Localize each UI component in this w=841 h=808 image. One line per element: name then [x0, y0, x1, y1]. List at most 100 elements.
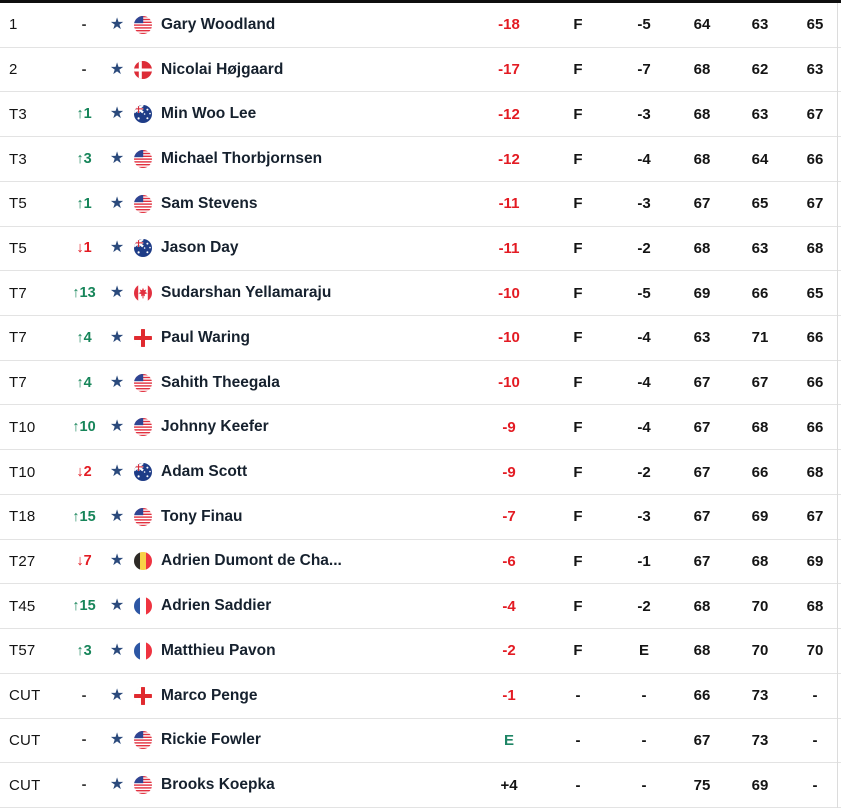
favorite-star-icon[interactable]: ★: [109, 776, 125, 794]
leaderboard-row[interactable]: T3 ↑3 ★ Michael Thorbjornsen -12 F -4 68…: [0, 137, 841, 182]
total-score: -12: [498, 150, 520, 168]
flag-australia-icon: [130, 105, 156, 124]
favorite-star-icon[interactable]: ★: [109, 15, 125, 33]
round1-score: 63: [693, 329, 711, 347]
leaderboard-row[interactable]: T7 ↑4 ★ Sahith Theegala -10 F -4 67 67 6…: [0, 361, 841, 406]
round2-score: 68: [751, 552, 769, 570]
round1-score: 68: [693, 105, 711, 123]
today-score: -2: [637, 463, 651, 481]
total-score: -18: [498, 16, 520, 34]
thru-value: -: [575, 687, 581, 705]
position-label: CUT: [9, 687, 41, 705]
round2-score: 63: [751, 16, 769, 34]
thru-value: F: [573, 61, 583, 79]
position-label: T10: [9, 418, 36, 436]
player-name[interactable]: Sudarshan Yellamaraju: [161, 284, 332, 302]
favorite-star-icon[interactable]: ★: [109, 686, 125, 704]
favorite-star-icon[interactable]: ★: [109, 731, 125, 749]
player-name[interactable]: Rickie Fowler: [161, 731, 261, 749]
favorite-star-icon[interactable]: ★: [109, 552, 125, 570]
round3-score: 65: [806, 284, 824, 302]
leaderboard-row[interactable]: T27 ↓7 ★ Adrien Dumont de Cha... -6 F -1…: [0, 540, 841, 585]
favorite-star-icon[interactable]: ★: [109, 194, 125, 212]
player-name[interactable]: Nicolai Højgaard: [161, 60, 284, 78]
round3-score: 70: [806, 642, 824, 660]
flag-usa-icon: [130, 194, 156, 213]
favorite-star-icon[interactable]: ★: [109, 150, 125, 168]
round1-score: 68: [693, 150, 711, 168]
today-score: E: [638, 642, 649, 660]
leaderboard-row[interactable]: T45 ↑15 ★ Adrien Saddier -4 F -2 68 70 6…: [0, 584, 841, 630]
flag-usa-icon: [130, 731, 156, 750]
position-label: T7: [9, 284, 27, 302]
leaderboard-row[interactable]: T10 ↑10 ★ Johnny Keefer -9 F -4 67 68 66: [0, 405, 841, 451]
leaderboard-row[interactable]: T3 ↑1 ★ Min Woo Lee -12 F -3 68 63 67: [0, 92, 841, 138]
player-name[interactable]: Matthieu Pavon: [161, 641, 276, 659]
round1-score: 75: [693, 776, 711, 794]
total-score: -1: [502, 687, 516, 705]
player-name[interactable]: Michael Thorbjornsen: [161, 150, 323, 168]
favorite-star-icon[interactable]: ★: [109, 328, 125, 346]
player-name[interactable]: Paul Waring: [161, 328, 250, 346]
today-score: -: [641, 731, 647, 749]
player-name[interactable]: Min Woo Lee: [161, 105, 257, 123]
round3-score: -: [812, 776, 818, 794]
player-name[interactable]: Brooks Koepka: [161, 776, 275, 794]
favorite-star-icon[interactable]: ★: [109, 463, 125, 481]
flag-usa-icon: [130, 15, 156, 34]
leaderboard-row[interactable]: T5 ↓1 ★ Jason Day -11 F -2 68 63 68: [0, 227, 841, 272]
round3-score: 63: [806, 61, 824, 79]
favorite-star-icon[interactable]: ★: [109, 60, 125, 78]
thru-value: F: [573, 463, 583, 481]
thru-value: F: [573, 239, 583, 257]
player-name[interactable]: Adrien Dumont de Cha...: [161, 552, 342, 570]
flag-usa-icon: [130, 418, 156, 437]
favorite-star-icon[interactable]: ★: [109, 284, 125, 302]
leaderboard-row[interactable]: T18 ↑15 ★ Tony Finau -7 F -3 67 69 67: [0, 495, 841, 540]
player-name[interactable]: Adrien Saddier: [161, 597, 272, 615]
movement-label: ↑4: [76, 329, 92, 346]
player-name[interactable]: Marco Penge: [161, 686, 258, 704]
leaderboard-row[interactable]: T57 ↑3 ★ Matthieu Pavon -2 F E 68 70 70: [0, 629, 841, 674]
favorite-star-icon[interactable]: ★: [109, 105, 125, 123]
thru-value: F: [573, 508, 583, 526]
leaderboard-row[interactable]: 2 - ★ Nicolai Højgaard -17 F -7 68 62 63: [0, 48, 841, 93]
player-name[interactable]: Tony Finau: [161, 507, 243, 525]
favorite-star-icon[interactable]: ★: [109, 418, 125, 436]
today-score: -3: [637, 195, 651, 213]
leaderboard-row[interactable]: T10 ↓2 ★ Adam Scott -9 F -2 67 66 68: [0, 450, 841, 495]
player-name[interactable]: Sahith Theegala: [161, 373, 280, 391]
movement-label: ↑3: [76, 642, 92, 659]
leaderboard-row[interactable]: T7 ↑4 ★ Paul Waring -10 F -4 63 71 66: [0, 316, 841, 361]
favorite-star-icon[interactable]: ★: [109, 507, 125, 525]
leaderboard-row[interactable]: 1 - ★ Gary Woodland -18 F -5 64 63 65: [0, 3, 841, 48]
total-score: -17: [498, 61, 520, 79]
player-name[interactable]: Gary Woodland: [161, 15, 276, 33]
favorite-star-icon[interactable]: ★: [109, 239, 125, 257]
favorite-star-icon[interactable]: ★: [109, 641, 125, 659]
round2-score: 62: [751, 61, 769, 79]
leaderboard-row[interactable]: CUT - ★ Brooks Koepka +4 - - 75 69 -: [0, 763, 841, 808]
favorite-star-icon[interactable]: ★: [109, 373, 125, 391]
round1-score: 67: [693, 418, 711, 436]
today-score: -5: [637, 284, 651, 302]
position-label: T45: [9, 597, 36, 615]
today-score: -: [641, 687, 647, 705]
today-score: -7: [637, 61, 651, 79]
player-name[interactable]: Sam Stevens: [161, 194, 258, 212]
player-name[interactable]: Johnny Keefer: [161, 418, 269, 436]
position-label: 2: [9, 61, 18, 79]
player-name[interactable]: Jason Day: [161, 239, 239, 257]
favorite-star-icon[interactable]: ★: [109, 597, 125, 615]
round2-score: 69: [751, 776, 769, 794]
player-name[interactable]: Adam Scott: [161, 463, 248, 481]
leaderboard-row[interactable]: CUT - ★ Rickie Fowler E - - 67 73 -: [0, 719, 841, 764]
leaderboard-row[interactable]: T5 ↑1 ★ Sam Stevens -11 F -3 67 65 67: [0, 182, 841, 227]
today-score: -5: [637, 16, 651, 34]
leaderboard-row[interactable]: CUT - ★ Marco Penge -1 - - 66 73 -: [0, 674, 841, 719]
total-score: E: [503, 731, 514, 749]
leaderboard-row[interactable]: T7 ↑13 ★ Sudarshan Yellamaraju -10 F -5 …: [0, 271, 841, 317]
position-label: T5: [9, 195, 27, 213]
today-score: -: [641, 776, 647, 794]
round3-score: 68: [806, 597, 824, 615]
